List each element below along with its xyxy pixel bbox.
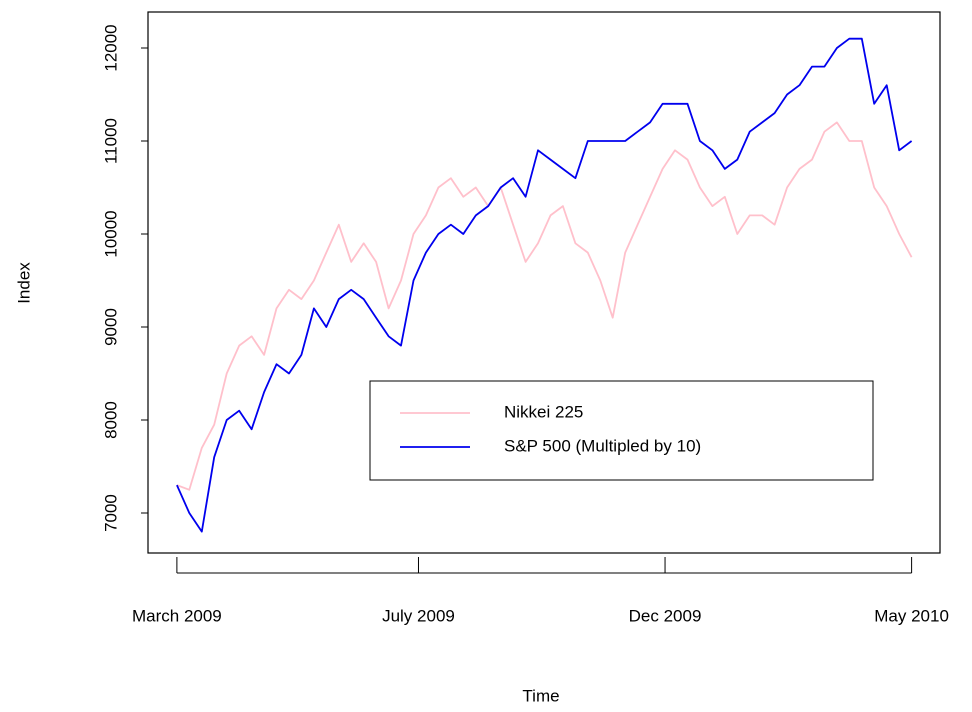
- x-tick-label: March 2009: [132, 606, 222, 625]
- x-axis-label: Time: [522, 686, 559, 705]
- y-tick-label: 8000: [101, 401, 120, 439]
- series-line: [176, 121, 913, 491]
- legend-label: Nikkei 225: [504, 402, 583, 421]
- y-tick-label: 7000: [101, 494, 120, 532]
- x-tick-label: July 2009: [382, 606, 455, 625]
- y-tick-label: 10000: [101, 210, 120, 257]
- legend-label: S&P 500 (Multipled by 10): [504, 436, 701, 455]
- y-tick-label: 12000: [101, 24, 120, 71]
- x-tick-label: Dec 2009: [629, 606, 702, 625]
- y-tick-label: 9000: [101, 308, 120, 346]
- y-tick-label: 11000: [101, 118, 120, 164]
- legend-box: [369, 380, 874, 481]
- y-axis-label: Index: [14, 262, 33, 304]
- x-tick-label: May 2010: [874, 606, 949, 625]
- plot-frame: [147, 11, 941, 554]
- series-line: [176, 37, 913, 533]
